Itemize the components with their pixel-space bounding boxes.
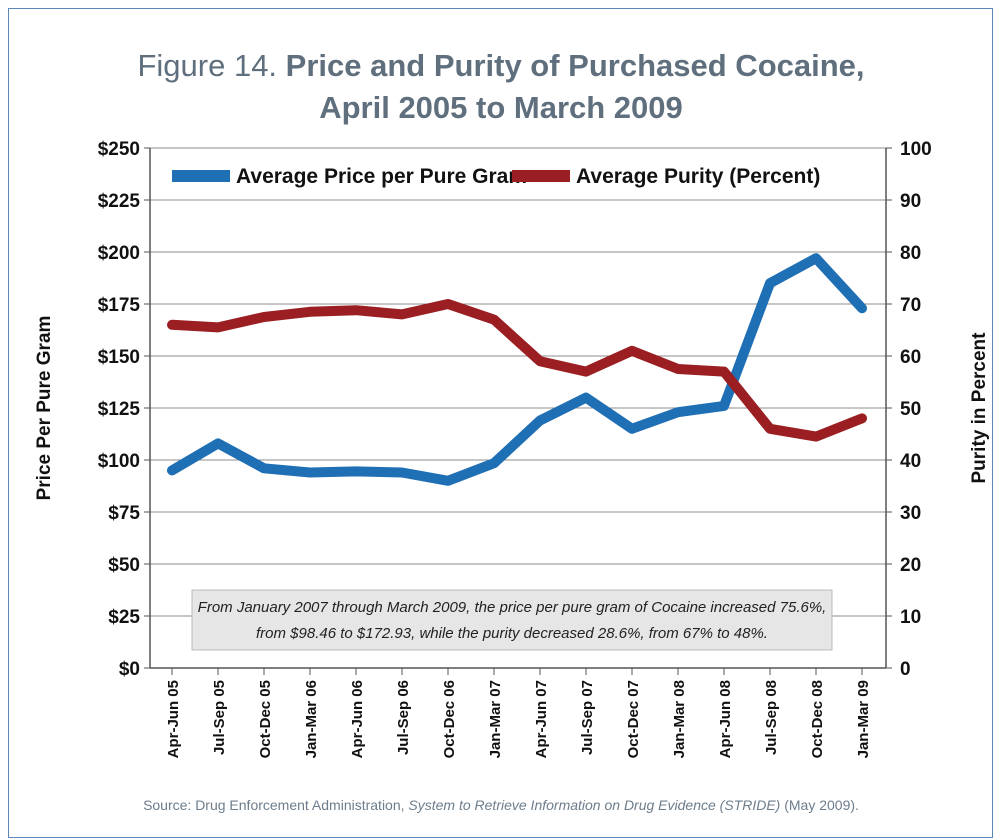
x-tick-label: Oct-Dec 07 [625,680,642,758]
x-tick-label: Jul-Sep 07 [579,680,596,755]
right-tick-label: 40 [900,451,921,472]
data-point-purity [261,314,267,320]
data-point-purity [399,311,405,318]
data-point-price [537,417,543,424]
data-point-price [767,280,773,287]
x-tick-label: Jan-Mar 07 [487,680,504,758]
legend-label-purity: Average Purity (Percent) [576,165,820,188]
legend-label-price: Average Price per Pure Gram [236,165,527,188]
left-tick-label: $200 [98,243,140,264]
x-tick-label: Oct-Dec 06 [441,680,458,758]
data-point-price [813,255,819,262]
data-point-purity [813,433,819,440]
data-point-price [353,468,359,475]
chart: $0 0 $25 10 $50 20 $75 30 $100 40 $125 50 $150 60 $175… [34,139,990,758]
data-point-purity [629,347,635,354]
data-point-purity [859,415,865,422]
left-tick-label: $175 [98,295,141,316]
right-tick-label: 0 [900,659,911,680]
annotation-box [191,589,833,651]
data-point-price [583,394,589,401]
series-line-purity [167,299,867,442]
figure-title-line1: Figure 14. Price and Purity of Purchased… [0,46,1002,86]
data-point-price [169,467,175,474]
left-tick-label: $50 [108,555,140,576]
x-tick-label: Jan-Mar 08 [671,680,688,758]
data-point-price [675,409,681,416]
data-point-price [261,465,267,472]
figure-title-bold: Price and Purity of Purchased Cocaine, [285,48,865,83]
x-tick-label: Apr-Jun 06 [349,680,366,758]
legend-swatch-purity [512,170,570,182]
figure-title-line2: April 2005 to March 2009 [319,90,683,125]
right-tick-label: 70 [900,295,921,316]
left-tick-label: $100 [98,451,140,472]
annotation-line: From January 2007 through March 2009, th… [198,599,827,616]
left-tick-label: $75 [108,503,140,524]
legend-swatch-price [172,170,230,182]
data-point-purity [353,307,359,314]
data-point-price [399,469,405,476]
left-tick-label: $25 [108,607,140,628]
left-tick-label: $0 [119,659,140,680]
data-point-purity [491,316,497,323]
right-tick-label: 60 [900,347,921,368]
annotation-line: from $98.46 to $172.93, while the purity… [256,625,768,642]
data-point-purity [445,301,451,307]
data-point-purity [675,366,681,372]
right-axis-title: Purity in Percent [969,332,990,484]
data-point-purity [583,368,589,375]
right-tick-label: 80 [900,243,921,264]
data-point-purity [537,358,543,365]
x-tick-label: Jul-Sep 06 [395,680,412,755]
left-tick-label: $150 [98,347,140,368]
right-tick-label: 100 [900,139,932,160]
data-point-price [721,402,727,409]
source-prefix: Source: Drug Enforcement Administration, [143,797,409,813]
x-tick-label: Jan-Mar 06 [303,680,320,758]
right-tick-label: 10 [900,607,921,628]
x-tick-label: Jul-Sep 08 [763,680,780,755]
left-tick-label: $250 [98,139,140,160]
data-point-price [629,425,635,432]
right-tick-label: 90 [900,191,921,212]
data-point-purity [767,425,773,432]
data-point-price [859,305,865,312]
left-tick-label: $225 [98,191,141,212]
left-tick-label: $125 [98,399,141,420]
x-tick-label: Oct-Dec 08 [809,680,826,758]
data-point-price [307,469,313,476]
source-italic: System to Retrieve Information on Drug E… [408,797,781,813]
series-line-price [167,253,867,486]
data-point-price [491,460,497,467]
data-point-purity [721,368,727,375]
right-tick-label: 30 [900,503,921,524]
figure-number: Figure 14. [137,48,278,83]
x-tick-label: Apr-Jun 07 [533,680,550,758]
left-axis-title: Price Per Pure Gram [34,316,55,501]
x-tick-label: Jan-Mar 09 [855,680,872,758]
x-tick-label: Oct-Dec 05 [257,680,274,758]
data-point-price [215,440,221,447]
data-point-purity [169,321,175,328]
x-tick-label: Apr-Jun 08 [717,680,734,758]
data-point-purity [215,324,221,331]
data-point-price [445,477,451,484]
right-tick-label: 50 [900,399,921,420]
x-tick-label: Apr-Jun 05 [165,680,182,758]
source-note: Source: Drug Enforcement Administration,… [0,797,1002,813]
source-suffix: (May 2009). [780,797,859,813]
x-tick-label: Jul-Sep 05 [211,680,228,755]
right-tick-label: 20 [900,555,921,576]
data-point-purity [307,308,313,315]
